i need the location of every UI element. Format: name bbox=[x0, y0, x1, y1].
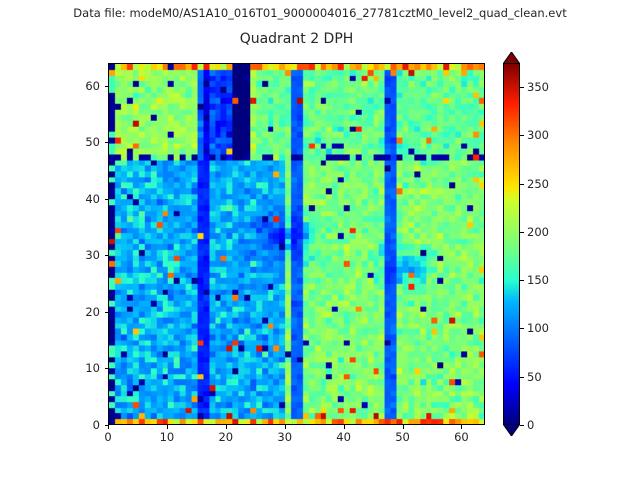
colorbar-tick bbox=[520, 328, 524, 330]
colorbar-tick-label: 200 bbox=[527, 224, 549, 239]
colorbar-tick-label: 100 bbox=[527, 321, 549, 336]
colorbar-tick-label: 300 bbox=[527, 128, 549, 143]
x-tick bbox=[343, 425, 345, 429]
colorbar-tick-label: 0 bbox=[527, 418, 535, 432]
colorbar-tick bbox=[520, 183, 524, 185]
y-tick bbox=[104, 142, 108, 144]
colorbar-tick bbox=[520, 425, 524, 426]
colorbar-extend-down-arrow bbox=[503, 424, 520, 436]
x-tick-label: 60 bbox=[454, 430, 469, 444]
colorbar-tick-label: 250 bbox=[527, 176, 549, 191]
x-tick-label: 0 bbox=[104, 430, 112, 444]
data-file-label: Data file: modeM0/AS1A10_016T01_90000040… bbox=[73, 6, 567, 20]
y-tick bbox=[104, 85, 108, 87]
colorbar-tick bbox=[520, 135, 524, 137]
dph-heatmap-axes bbox=[108, 63, 485, 425]
y-tick bbox=[104, 255, 108, 257]
x-tick bbox=[166, 425, 168, 429]
colorbar-tick-label: 350 bbox=[527, 80, 549, 95]
x-tick-label: 30 bbox=[277, 430, 293, 444]
y-tick bbox=[104, 368, 108, 370]
y-tick bbox=[104, 311, 108, 313]
x-tick-label: 40 bbox=[336, 430, 351, 444]
y-tick bbox=[104, 198, 108, 200]
colorbar-tick-label: 150 bbox=[527, 273, 549, 288]
colorbar-tick bbox=[520, 280, 524, 282]
x-tick-label: 20 bbox=[218, 430, 234, 444]
y-tick bbox=[104, 425, 108, 426]
colorbar-gradient-body bbox=[503, 63, 520, 425]
x-tick-label: 10 bbox=[159, 430, 175, 444]
colorbar-tick bbox=[520, 231, 524, 233]
dph-heatmap-image bbox=[109, 64, 484, 424]
colorbar-tick bbox=[520, 376, 524, 378]
colorbar-tick-label: 50 bbox=[527, 369, 542, 384]
x-tick bbox=[461, 425, 463, 429]
colorbar-extend-up-arrow bbox=[503, 52, 520, 64]
x-tick bbox=[402, 425, 404, 429]
x-tick-label: 50 bbox=[395, 430, 410, 444]
colorbar bbox=[503, 52, 520, 436]
x-tick bbox=[108, 425, 109, 429]
x-tick bbox=[284, 425, 286, 429]
page-title: Quadrant 2 DPH bbox=[239, 31, 354, 47]
x-tick bbox=[225, 425, 227, 429]
colorbar-tick bbox=[520, 87, 524, 89]
colorbar-gradient bbox=[504, 64, 519, 424]
